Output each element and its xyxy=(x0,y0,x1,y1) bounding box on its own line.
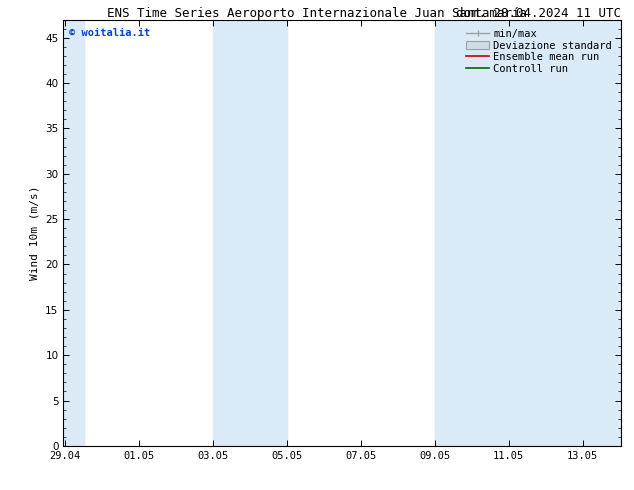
Bar xyxy=(435,20,472,446)
Y-axis label: Wind 10m (m/s): Wind 10m (m/s) xyxy=(30,186,40,280)
Text: dom. 28.04.2024 11 UTC: dom. 28.04.2024 11 UTC xyxy=(456,7,621,21)
Text: ENS Time Series Aeroporto Internazionale Juan Santamaría: ENS Time Series Aeroporto Internazionale… xyxy=(107,7,527,21)
Bar xyxy=(472,20,621,446)
Legend: min/max, Deviazione standard, Ensemble mean run, Controll run: min/max, Deviazione standard, Ensemble m… xyxy=(462,25,616,78)
Bar xyxy=(213,20,287,446)
Text: © woitalia.it: © woitalia.it xyxy=(69,28,150,38)
Bar xyxy=(63,20,84,446)
